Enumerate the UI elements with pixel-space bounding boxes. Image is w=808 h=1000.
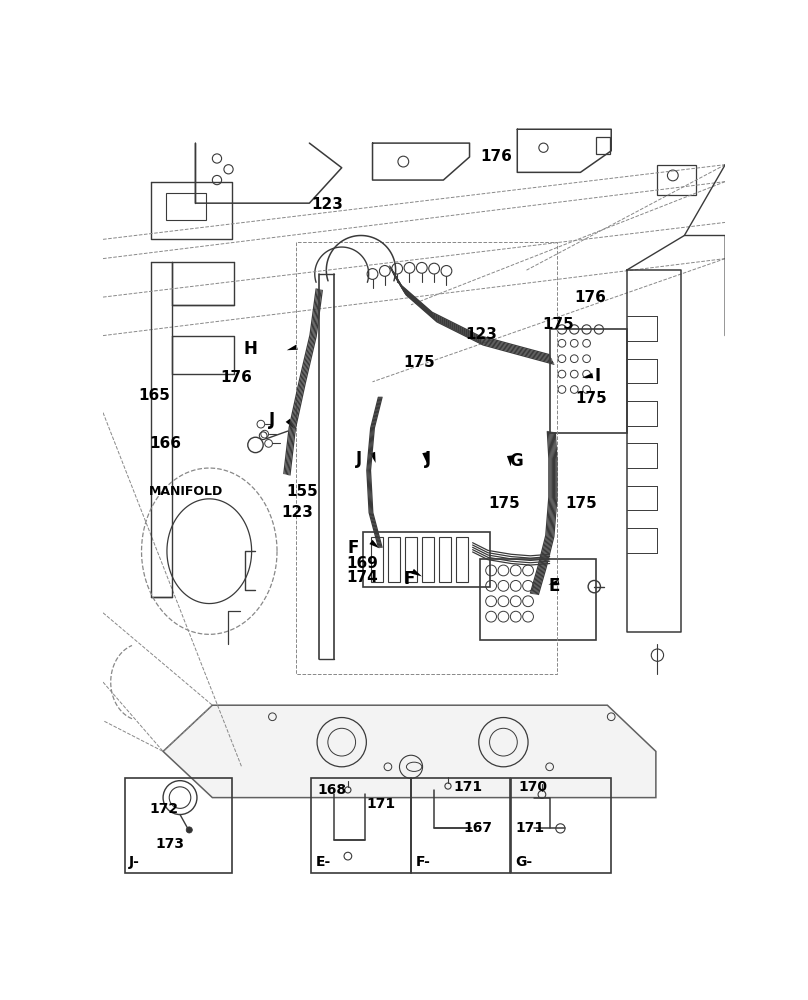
Text: E: E (548, 577, 559, 595)
Polygon shape (287, 345, 298, 350)
Text: 170: 170 (519, 780, 548, 794)
Bar (411, 778, 510, 873)
Text: 172: 172 (149, 802, 179, 816)
Bar (549, 329, 627, 433)
Text: 155: 155 (286, 484, 318, 499)
Text: 175: 175 (542, 317, 574, 332)
Polygon shape (423, 452, 427, 463)
Text: I: I (594, 367, 600, 385)
Bar (658, 165, 696, 195)
Bar (388, 537, 400, 582)
Bar (364, 532, 490, 587)
Bar (405, 537, 417, 582)
Bar (595, 137, 610, 154)
Bar (124, 778, 233, 873)
Text: G-: G- (516, 855, 532, 869)
Text: 173: 173 (155, 837, 184, 851)
Bar (511, 778, 611, 873)
Text: J: J (356, 450, 362, 468)
Text: 175: 175 (565, 496, 597, 511)
Bar (439, 537, 451, 582)
Text: F: F (403, 570, 415, 588)
Bar (480, 559, 595, 640)
Text: 166: 166 (149, 436, 181, 451)
Polygon shape (549, 579, 559, 585)
Text: 176: 176 (220, 370, 252, 385)
Text: 123: 123 (311, 197, 343, 212)
Bar (311, 778, 411, 873)
Bar (422, 537, 434, 582)
Text: J-: J- (129, 855, 140, 869)
Text: 171: 171 (516, 821, 545, 835)
Polygon shape (583, 373, 593, 378)
Bar (456, 537, 468, 582)
Polygon shape (286, 419, 294, 429)
Text: 175: 175 (403, 355, 435, 370)
Text: 176: 176 (480, 149, 512, 164)
Polygon shape (370, 452, 376, 463)
Polygon shape (163, 705, 656, 798)
Text: MANIFOLD: MANIFOLD (149, 485, 224, 498)
Polygon shape (507, 455, 512, 466)
Circle shape (186, 827, 192, 833)
Bar (166, 193, 206, 220)
Text: 175: 175 (576, 391, 608, 406)
Text: J: J (269, 411, 276, 429)
Text: 123: 123 (465, 327, 497, 342)
Text: 171: 171 (366, 797, 395, 811)
Text: J: J (425, 450, 431, 468)
Polygon shape (411, 569, 422, 576)
Polygon shape (369, 540, 380, 548)
Text: 169: 169 (347, 556, 378, 571)
Text: 171: 171 (453, 780, 482, 794)
Text: 168: 168 (317, 783, 346, 797)
Text: 175: 175 (488, 496, 520, 511)
Text: 176: 176 (574, 290, 606, 305)
Text: E-: E- (316, 855, 330, 869)
Text: 123: 123 (282, 505, 314, 520)
Text: 165: 165 (138, 388, 170, 403)
Bar (371, 537, 383, 582)
Text: 174: 174 (347, 570, 378, 585)
Text: F: F (348, 539, 360, 557)
Text: G: G (510, 452, 524, 470)
Text: 167: 167 (463, 821, 492, 835)
Text: F-: F- (415, 855, 431, 869)
Text: H: H (243, 340, 257, 358)
